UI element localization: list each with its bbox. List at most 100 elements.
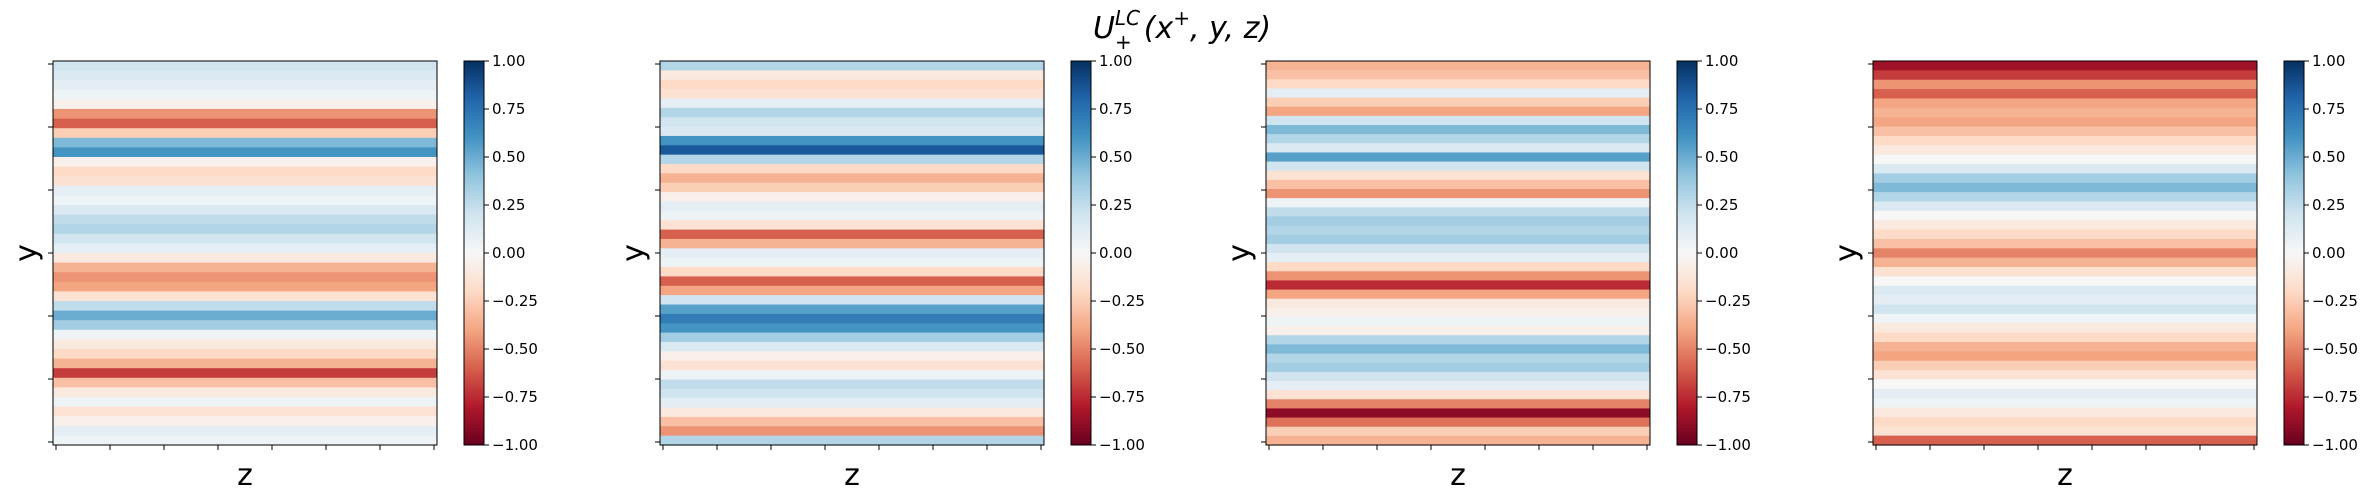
- heatmap-row: [53, 128, 437, 139]
- heatmap-row: [53, 157, 437, 168]
- heatmap-row: [53, 118, 437, 129]
- colorbar-tick-label: −0.25: [1099, 292, 1145, 310]
- heatmap-row: [53, 61, 437, 72]
- colorbar-tick-label: 0.50: [1099, 148, 1132, 166]
- heatmap-row: [660, 220, 1044, 231]
- heatmap-row: [1266, 435, 1650, 446]
- heatmap-row: [660, 351, 1044, 362]
- heatmap-row: [53, 70, 437, 81]
- heatmap-row: [1266, 399, 1650, 410]
- x-axis-label: z: [844, 458, 860, 493]
- heatmap-row: [53, 349, 437, 360]
- heatmap-row: [660, 79, 1044, 90]
- colorbar-tick-label: 1.00: [2312, 52, 2345, 70]
- colorbar: 1.00 0.75 0.50 0.25 0.00 −0.25 −0.50 −0.75 −1.00: [463, 52, 538, 454]
- heatmap-row: [1873, 182, 2257, 193]
- heatmap-row: [1873, 285, 2257, 296]
- heatmap-row: [53, 387, 437, 398]
- colorbar-gradient: [1070, 60, 1092, 446]
- heatmap-row: [1873, 304, 2257, 315]
- heatmap-row: [53, 262, 437, 273]
- heatmap-row: [53, 435, 437, 446]
- heatmap-row: [1873, 229, 2257, 240]
- heatmap-row: [53, 214, 437, 225]
- heatmap-row: [660, 182, 1044, 193]
- heatmap-row: [660, 135, 1044, 146]
- heatmap-row: [1873, 173, 2257, 184]
- heatmap-row: [1266, 189, 1650, 199]
- colorbar-tick-label: −0.50: [2312, 340, 2358, 358]
- colorbar-gradient: [2283, 60, 2305, 446]
- heatmap-row: [53, 291, 437, 302]
- heatmap-row: [660, 98, 1044, 109]
- heatmap-row: [1266, 225, 1650, 236]
- heatmap-row: [660, 201, 1044, 212]
- heatmap-row: [660, 416, 1044, 427]
- heatmap-row: [1873, 210, 2257, 221]
- heatmap-row: [53, 272, 437, 283]
- heatmap-row: [1873, 295, 2257, 306]
- heatmap-row: [53, 224, 437, 235]
- heatmap-row: [53, 137, 437, 148]
- heatmap-row: [1873, 276, 2257, 287]
- heatmap-row: [1873, 164, 2257, 174]
- heatmap-row: [660, 360, 1044, 371]
- heatmap-panel-1: z y 1.00 0.75 0.50 0.25 0.00 −0.25 −0.50 −0.75 −1.…: [9, 52, 538, 493]
- colorbar-tick-label: 0.50: [492, 148, 525, 166]
- heatmap-row: [1266, 106, 1650, 117]
- colorbar-tick-label: −0.75: [2312, 388, 2358, 406]
- heatmap-row: [53, 320, 437, 331]
- colorbar-tick-label: 0.25: [2312, 196, 2345, 214]
- heatmap-row: [1266, 353, 1650, 364]
- heatmap-row: [660, 257, 1044, 268]
- heatmap-row: [660, 304, 1044, 315]
- heatmap-row: [660, 126, 1044, 137]
- colorbar: 1.00 0.75 0.50 0.25 0.00 −0.25 −0.50 −0.75 −1.00: [2283, 52, 2358, 454]
- heatmap-row: [1266, 335, 1650, 346]
- colorbar-tick-label: −0.25: [2312, 292, 2358, 310]
- colorbar-tick-label: 0.25: [1705, 196, 1738, 214]
- heatmap-row: [1266, 280, 1650, 291]
- heatmap-row: [53, 281, 437, 292]
- heatmap-row: [1873, 89, 2257, 100]
- heatmap-row: [53, 195, 437, 206]
- heatmap-image: [1266, 61, 1650, 446]
- heatmap-row: [660, 341, 1044, 352]
- heatmap-row: [1873, 360, 2257, 371]
- heatmap-row: [1266, 317, 1650, 327]
- heatmap-row: [1873, 398, 2257, 409]
- heatmap-row: [1873, 117, 2257, 128]
- heatmap-row: [1266, 61, 1650, 71]
- colorbar-tick-label: 0.75: [1705, 100, 1738, 118]
- colorbar-tick-label: 0.50: [1705, 148, 1738, 166]
- heatmap-row: [53, 233, 437, 244]
- heatmap-row: [1873, 341, 2257, 352]
- heatmap-row: [1266, 125, 1650, 135]
- heatmap-row: [1266, 408, 1650, 419]
- heatmap-row: [1266, 97, 1650, 108]
- heatmap-row: [53, 205, 437, 216]
- heatmap-row: [1266, 115, 1650, 126]
- heatmap-row: [1873, 351, 2257, 362]
- colorbar-tick-label: 1.00: [1705, 52, 1738, 70]
- colorbar-tick-label: 0.00: [492, 244, 525, 262]
- heatmap-row: [1873, 332, 2257, 343]
- heatmap-row: [53, 397, 437, 408]
- colorbar-tick-label: 0.00: [1705, 244, 1738, 262]
- colorbar-tick-label: 0.50: [2312, 148, 2345, 166]
- heatmap-row: [1266, 326, 1650, 336]
- y-axis-label: y: [9, 244, 44, 262]
- heatmap-row: [1873, 379, 2257, 390]
- colorbar-tick-label: −1.00: [492, 436, 538, 454]
- colorbar-tick-label: 1.00: [1099, 52, 1132, 70]
- heatmap-row: [660, 238, 1044, 249]
- heatmap-row: [660, 210, 1044, 221]
- heatmap-row: [1266, 371, 1650, 382]
- heatmap-row: [53, 416, 437, 427]
- heatmap-row: [1266, 179, 1650, 190]
- heatmap-row: [660, 107, 1044, 118]
- heatmap-row: [1266, 289, 1650, 300]
- colorbar-tick-label: −1.00: [1705, 436, 1751, 454]
- heatmap-row: [1266, 161, 1650, 172]
